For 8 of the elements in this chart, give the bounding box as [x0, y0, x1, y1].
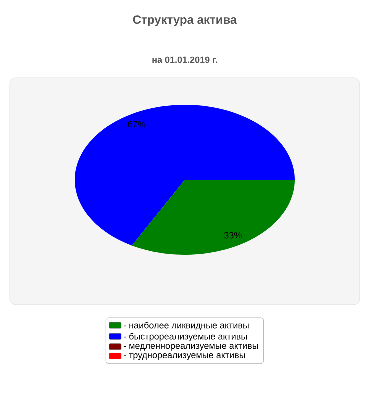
legend-label: - наиболее ликвидные активы: [124, 322, 249, 330]
data-label: 33%: [224, 232, 242, 239]
data-label: 67%: [128, 121, 146, 128]
chart-subtitle: на 01.01.2019 г.: [152, 56, 218, 64]
legend-label: - быстрореализуемые активы: [124, 333, 248, 342]
legend-label: - труднореализуемые активы: [124, 354, 246, 360]
legend-label: - медленнореализуемые активы: [124, 344, 258, 351]
chart-title: Структура актива: [133, 16, 238, 26]
